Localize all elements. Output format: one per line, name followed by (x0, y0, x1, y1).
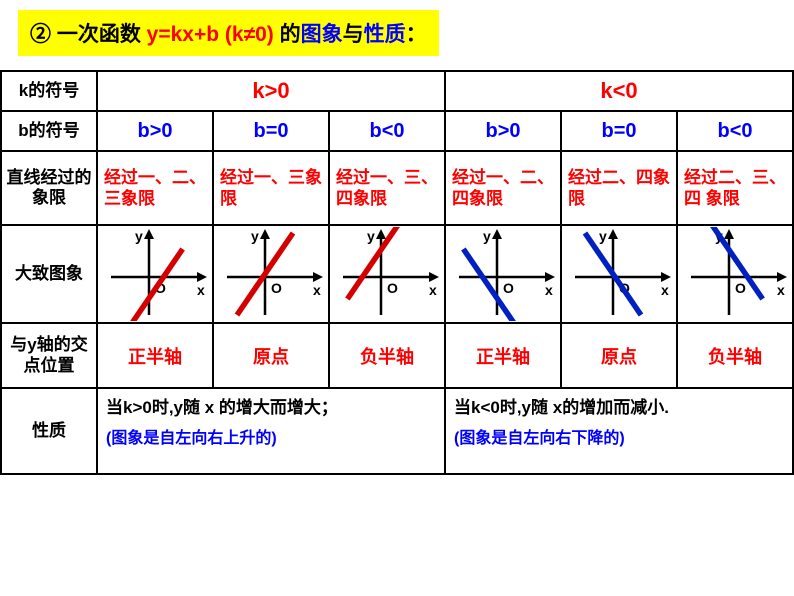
title-part3: 与 (343, 23, 364, 46)
graph-cell-4: yxO (561, 225, 677, 323)
k-sign-row: k的符号 k>0 k<0 (1, 71, 793, 111)
graph-cell-3: y x O (445, 225, 561, 323)
svg-text:x: x (661, 282, 669, 298)
graph-cell-2: y x O (329, 225, 445, 323)
k-positive-header: k>0 (97, 71, 445, 111)
k-negative-header: k<0 (445, 71, 793, 111)
property-pos-main: 当k>0时,y随 x 的增大而增大； (106, 397, 436, 420)
b-header-4: b=0 (561, 111, 677, 151)
svg-text:y: y (135, 228, 143, 244)
quadrant-1: 经过一、三象限 (213, 151, 329, 225)
svg-text:y: y (483, 228, 491, 244)
quadrant-4: 经过二、四象限 (561, 151, 677, 225)
graph-3: y x O (449, 227, 557, 321)
quadrant-5: 经过二、三、四 象限 (677, 151, 793, 225)
b-header-5: b<0 (677, 111, 793, 151)
svg-text:y: y (599, 228, 607, 244)
title-number: ② (30, 23, 51, 46)
intercept-row: 与y轴的交点位置 正半轴 原点 负半轴 正半轴 原点 负半轴 (1, 323, 793, 388)
graph-0: yxO (101, 227, 209, 321)
title-part1: 一次函数 (51, 23, 147, 46)
title-bar: ② 一次函数 y=kx+b (k≠0) 的图象与性质： (18, 10, 439, 56)
svg-text:y: y (251, 228, 259, 244)
intercept-5: 负半轴 (677, 323, 793, 388)
k-sign-label: k的符号 (1, 71, 97, 111)
svg-text:O: O (503, 280, 514, 296)
graph-2: y x O (333, 227, 441, 321)
quadrant-row: 直线经过的象限 经过一、二、三象限 经过一、三象限 经过一、三、四象限 经过一、… (1, 151, 793, 225)
intercept-1: 原点 (213, 323, 329, 388)
b-header-1: b=0 (213, 111, 329, 151)
quadrant-0: 经过一、二、三象限 (97, 151, 213, 225)
svg-text:y: y (367, 228, 375, 244)
graph-1: y x O (217, 227, 325, 321)
property-label: 性质 (1, 388, 97, 474)
property-neg-main: 当k<0时,y随 x的增加而减小. (454, 397, 784, 420)
graph-cell-0: yxO (97, 225, 213, 323)
b-header-3: b>0 (445, 111, 561, 151)
svg-text:O: O (387, 280, 398, 296)
svg-text:x: x (429, 282, 437, 298)
svg-text:x: x (777, 282, 785, 298)
b-header-0: b>0 (97, 111, 213, 151)
title-property-word: 性质 (364, 23, 406, 46)
property-pos-sub: (图象是自左向右上升的) (106, 424, 436, 448)
graph-cell-1: y x O (213, 225, 329, 323)
graph-5: yxO (681, 227, 789, 321)
svg-text:x: x (545, 282, 553, 298)
property-neg-sub: (图象是自左向右下降的) (454, 424, 784, 448)
title-part4: ： (406, 23, 427, 46)
intercept-4: 原点 (561, 323, 677, 388)
b-header-2: b<0 (329, 111, 445, 151)
quadrant-label: 直线经过的象限 (1, 151, 97, 225)
intercept-2: 负半轴 (329, 323, 445, 388)
intercept-0: 正半轴 (97, 323, 213, 388)
property-row: 性质 当k>0时,y随 x 的增大而增大； (图象是自左向右上升的) 当k<0时… (1, 388, 793, 474)
properties-table: k的符号 k>0 k<0 b的符号 b>0 b=0 b<0 b>0 b=0 b<… (0, 70, 794, 475)
b-sign-label: b的符号 (1, 111, 97, 151)
title-image-word: 图象 (301, 23, 343, 46)
property-positive: 当k>0时,y随 x 的增大而增大； (图象是自左向右上升的) (97, 388, 445, 474)
svg-text:O: O (271, 280, 282, 296)
graph-4: yxO (565, 227, 673, 321)
graph-label: 大致图象 (1, 225, 97, 323)
intercept-3: 正半轴 (445, 323, 561, 388)
b-sign-row: b的符号 b>0 b=0 b<0 b>0 b=0 b<0 (1, 111, 793, 151)
property-negative: 当k<0时,y随 x的增加而减小. (图象是自左向右下降的) (445, 388, 793, 474)
svg-text:O: O (735, 280, 746, 296)
svg-text:x: x (197, 282, 205, 298)
title-part2: 的 (274, 23, 301, 46)
quadrant-3: 经过一、二、四象限 (445, 151, 561, 225)
title-equation: y=kx+b (k≠0) (147, 23, 274, 46)
graph-row: 大致图象 y x O y x O y x O y x O y x O y x O (1, 225, 793, 323)
svg-text:x: x (313, 282, 321, 298)
intercept-label: 与y轴的交点位置 (1, 323, 97, 388)
quadrant-2: 经过一、三、四象限 (329, 151, 445, 225)
graph-cell-5: yxO (677, 225, 793, 323)
